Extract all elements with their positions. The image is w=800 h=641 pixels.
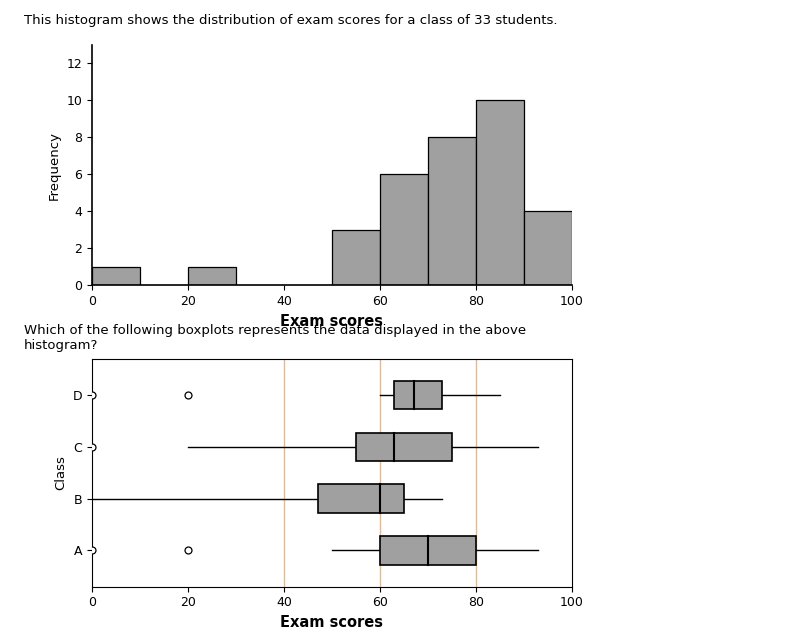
- Bar: [524, 212, 572, 285]
- Bar: [380, 536, 476, 565]
- Bar: [380, 174, 428, 285]
- X-axis label: Exam scores: Exam scores: [281, 615, 383, 630]
- Bar: [188, 267, 236, 285]
- Y-axis label: Class: Class: [54, 455, 67, 490]
- Y-axis label: Frequency: Frequency: [48, 131, 61, 199]
- X-axis label: Exam scores: Exam scores: [281, 313, 383, 329]
- Bar: [394, 381, 442, 410]
- Text: Which of the following boxplots represents the data displayed in the above
histo: Which of the following boxplots represen…: [24, 324, 526, 352]
- Bar: [476, 101, 524, 285]
- Bar: [428, 137, 476, 285]
- Text: This histogram shows the distribution of exam scores for a class of 33 students.: This histogram shows the distribution of…: [24, 14, 558, 27]
- Bar: [356, 433, 452, 461]
- Bar: [92, 267, 140, 285]
- Bar: [332, 229, 380, 285]
- Bar: [318, 485, 404, 513]
